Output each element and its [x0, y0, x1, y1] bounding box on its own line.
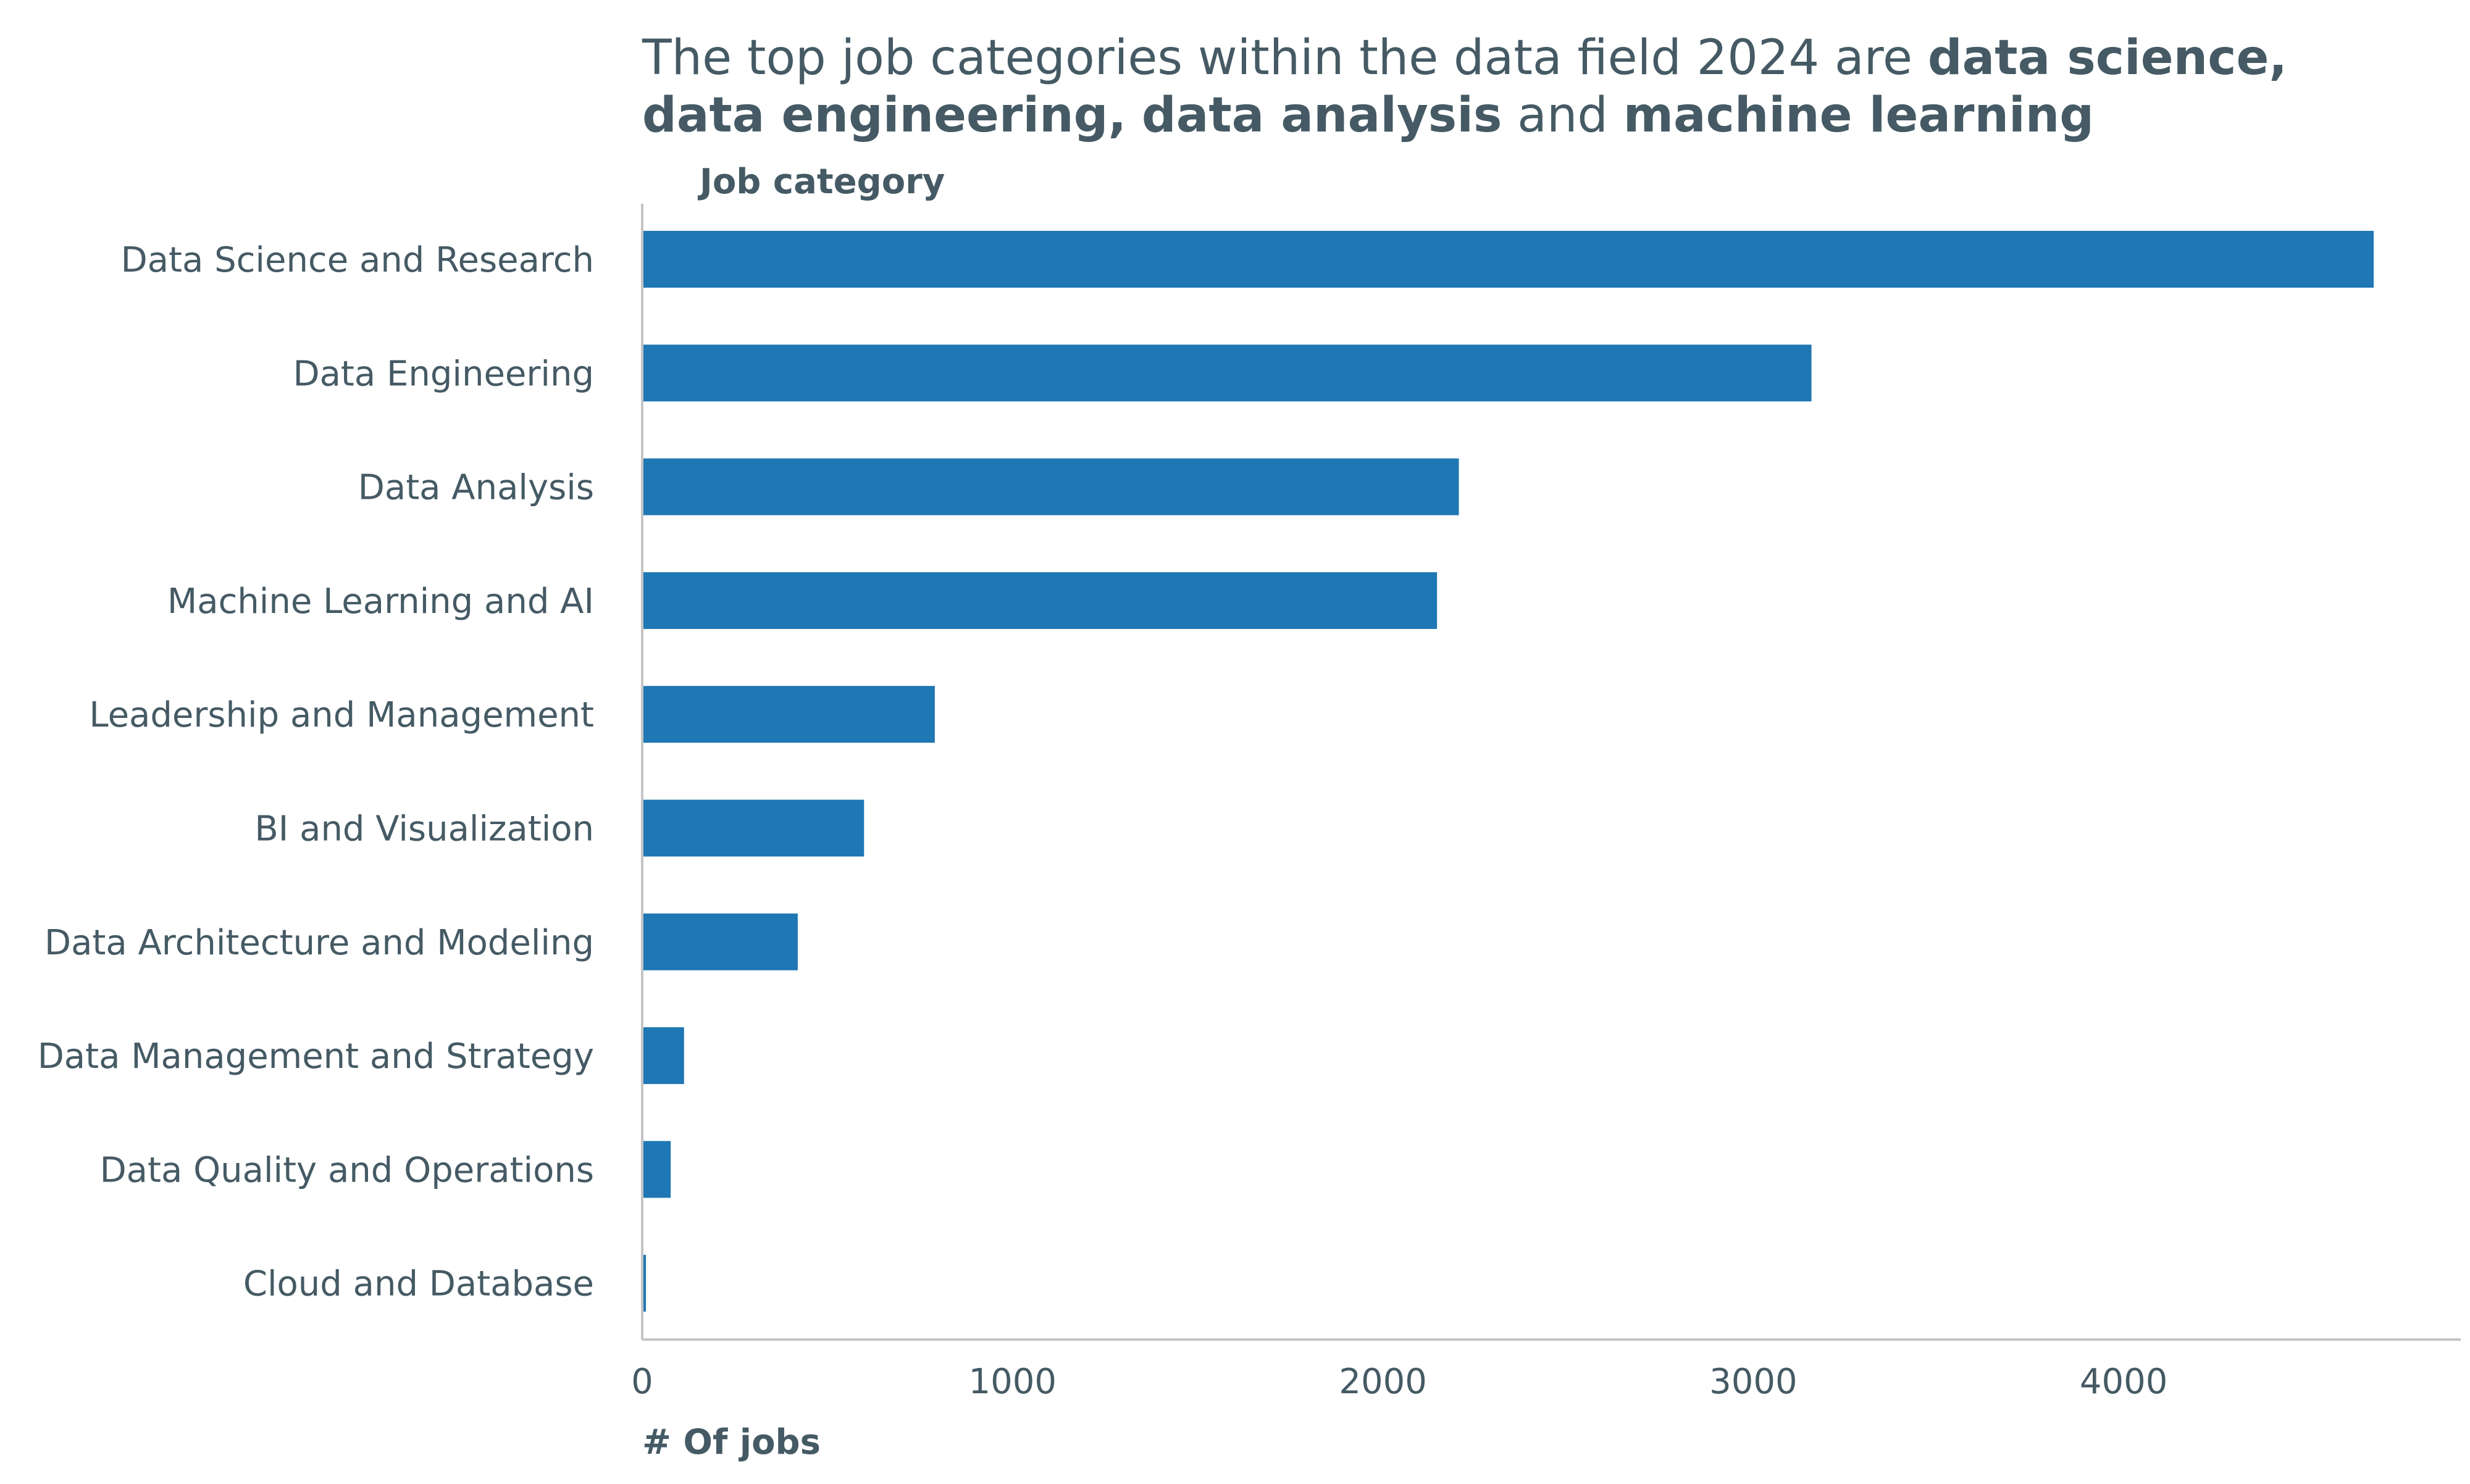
title-segment: and — [1502, 88, 1623, 143]
bar — [643, 458, 1459, 515]
category-label: BI and Visualization — [254, 809, 594, 849]
x-tick-label: 2000 — [1339, 1362, 1427, 1402]
category-label: Data Engineering — [293, 354, 594, 394]
x-axis-label: # Of jobs — [642, 1422, 821, 1462]
chart-title-line-2: data engineering, data analysis and mach… — [642, 88, 2094, 143]
title-segment — [1126, 88, 1142, 143]
bar — [643, 913, 798, 970]
chart-title-line-1: The top job categories within the data f… — [642, 30, 2287, 86]
title-segment: data science, — [1928, 30, 2287, 86]
bar — [643, 799, 865, 857]
bar — [643, 1141, 671, 1198]
bars-group — [643, 231, 2374, 1312]
category-label: Data Management and Strategy — [38, 1036, 594, 1077]
x-tick-labels: 0 1000 2000 3000 4000 — [631, 1362, 2167, 1402]
y-axis-label: Job category — [697, 162, 945, 202]
category-label: Cloud and Database — [243, 1264, 594, 1304]
category-label: Machine Learning and AI — [167, 582, 594, 622]
bar — [643, 344, 1812, 402]
title-segment: machine learning — [1623, 88, 2094, 143]
category-label: Data Analysis — [358, 468, 594, 508]
title-segment: data analysis — [1142, 88, 1502, 143]
x-tick-label: 3000 — [1709, 1362, 1798, 1402]
category-label: Leadership and Management — [89, 695, 594, 735]
x-tick-label: 4000 — [2080, 1362, 2168, 1402]
title-segment: data engineering, — [642, 88, 1126, 143]
x-tick-label: 0 — [631, 1362, 653, 1402]
bar — [643, 1027, 684, 1085]
bar — [643, 231, 2374, 288]
category-label: Data Quality and Operations — [100, 1150, 594, 1190]
x-tick-label: 1000 — [969, 1362, 1057, 1402]
bar — [643, 686, 935, 743]
title-segment: The top job categories within the data f… — [642, 30, 1928, 86]
category-label: Data Science and Research — [121, 240, 594, 280]
category-label: Data Architecture and Modeling — [44, 923, 594, 963]
category-labels: Data Science and Research Data Engineerin… — [38, 240, 594, 1304]
bar — [643, 572, 1438, 629]
bar — [643, 1254, 646, 1312]
